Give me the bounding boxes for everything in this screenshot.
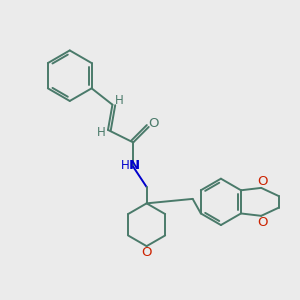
Text: O: O — [148, 118, 158, 130]
Text: H: H — [121, 159, 129, 172]
Text: O: O — [141, 246, 151, 259]
Text: O: O — [257, 216, 268, 229]
Text: H: H — [97, 126, 106, 140]
Text: H: H — [115, 94, 123, 107]
Text: N: N — [128, 159, 140, 172]
Text: O: O — [257, 176, 268, 188]
